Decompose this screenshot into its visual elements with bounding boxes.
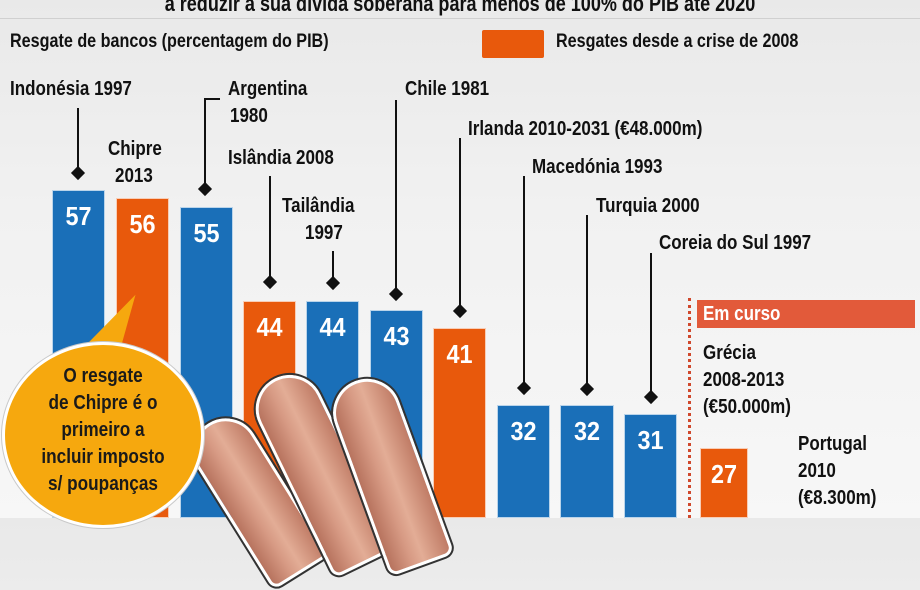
dotted-separator xyxy=(688,298,691,518)
label-portugal-2: 2010 xyxy=(798,460,836,482)
diamond-marker xyxy=(452,303,468,319)
divider xyxy=(0,18,920,19)
bar-value: 32 xyxy=(510,416,537,446)
bar-macedonia: 32 xyxy=(497,405,550,518)
leader-line xyxy=(459,138,461,308)
label-grecia-2: 2008-2013 xyxy=(703,369,785,391)
bar-portugal: 27 xyxy=(700,448,748,518)
label-chipre-2: 2013 xyxy=(115,165,153,187)
label-turquia: Turquia 2000 xyxy=(596,195,700,217)
leader-line xyxy=(332,251,334,279)
label-tailandia-1: Tailândia xyxy=(282,195,355,217)
leader-line xyxy=(77,108,79,170)
leader-line xyxy=(204,98,220,100)
bar-value: 56 xyxy=(129,209,156,239)
bubble-text-line: incluir imposto xyxy=(41,446,165,468)
label-irlanda: Irlanda 2010-2031 (€48.000m) xyxy=(468,118,703,140)
leader-line xyxy=(204,98,206,186)
bar-coreia: 31 xyxy=(624,414,677,518)
bar-value: 57 xyxy=(65,201,92,231)
leader-line xyxy=(586,215,588,385)
diamond-marker xyxy=(262,274,278,290)
bubble-text-line: de Chipre é o xyxy=(48,392,158,414)
bar-value: 44 xyxy=(256,312,283,342)
leader-line xyxy=(650,253,652,393)
bubble-text-line: primeiro a xyxy=(61,419,145,441)
bar-turquia: 32 xyxy=(560,405,614,518)
label-macedonia: Macedónia 1993 xyxy=(532,156,663,178)
leader-line xyxy=(523,176,525,384)
label-chipre-1: Chipre xyxy=(108,138,162,160)
diamond-marker xyxy=(388,286,404,302)
label-grecia-1: Grécia xyxy=(703,342,756,364)
label-coreia: Coreia do Sul 1997 xyxy=(659,232,812,254)
legend-blue-label: Resgate de bancos (percentagem do PIB) xyxy=(10,31,329,52)
label-argentina-1: Argentina xyxy=(228,78,308,100)
leader-line xyxy=(269,176,271,278)
legend-orange-label: Resgates desde a crise de 2008 xyxy=(556,31,799,52)
em-curso-banner: Em curso xyxy=(697,300,915,328)
diamond-marker xyxy=(643,389,659,405)
label-argentina-2: 1980 xyxy=(230,105,268,127)
legend: Resgate de bancos (percentagem do PIB) R… xyxy=(0,28,920,64)
bar-value: 41 xyxy=(446,339,473,369)
label-islandia: Islândia 2008 xyxy=(228,147,334,169)
diamond-marker xyxy=(70,165,86,181)
label-indonesia: Indonésia 1997 xyxy=(10,78,132,100)
bar-value: 31 xyxy=(637,425,664,455)
diamond-marker xyxy=(579,381,595,397)
diamond-marker xyxy=(325,275,341,291)
bar-value: 43 xyxy=(383,321,410,351)
bar-value: 44 xyxy=(319,312,346,342)
speech-bubble: O resgate de Chipre é o primeiro a inclu… xyxy=(2,342,204,528)
label-portugal-3: (€8.300m) xyxy=(798,487,877,509)
label-chile: Chile 1981 xyxy=(405,78,490,100)
label-portugal-1: Portugal xyxy=(798,433,867,455)
bubble-text-line: s/ poupanças xyxy=(48,473,158,495)
label-tailandia-2: 1997 xyxy=(305,222,343,244)
bar-value: 55 xyxy=(193,218,220,248)
diamond-marker xyxy=(516,380,532,396)
bubble-text-line: O resgate xyxy=(63,365,143,387)
bar-value: 27 xyxy=(710,459,738,489)
leader-line xyxy=(395,100,397,290)
bar-value: 32 xyxy=(573,416,601,446)
legend-orange-swatch xyxy=(482,30,544,58)
chart-title: a reduzir a sua dívida soberana para men… xyxy=(164,0,756,16)
em-curso-label: Em curso xyxy=(702,303,781,325)
bar-irlanda: 41 xyxy=(433,328,486,518)
diamond-marker xyxy=(197,181,213,197)
label-grecia-3: (€50.000m) xyxy=(703,396,791,418)
